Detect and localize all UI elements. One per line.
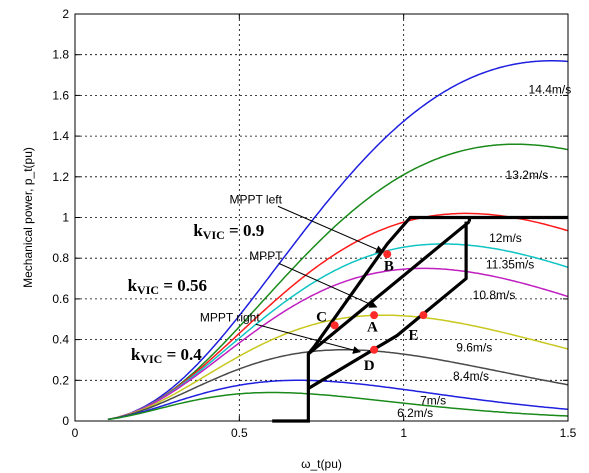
point-marker — [419, 311, 428, 320]
point-marker — [370, 311, 379, 320]
axis-ticks: 0 0.5 1 1.5 0 0.2 0.4 0.6 0.8 1 1.2 1.4 1.6 1.8 2 — [52, 7, 576, 440]
y-tick-label: 0.4 — [52, 333, 69, 347]
series-line — [127, 143, 569, 416]
point-label: E — [409, 328, 419, 344]
annotations: MPPT left MPPT MPPT right kVIC = 0.9 kVIC = … — [128, 192, 384, 366]
series-line — [107, 391, 569, 421]
point-label: D — [364, 358, 375, 374]
x-axis-label: ω_t(pu) — [301, 457, 342, 471]
y-tick-label: 0 — [62, 414, 69, 428]
series-line — [121, 212, 569, 417]
y-tick-label: 2 — [62, 7, 69, 21]
x-tick-label: 1.5 — [560, 426, 577, 440]
y-tick-label: 1.4 — [52, 129, 69, 143]
series-line — [131, 60, 569, 413]
y-tick-label: 1.6 — [52, 88, 69, 102]
curve-label: 13.2m/s — [506, 168, 549, 182]
y-tick-label: 1.8 — [52, 48, 69, 62]
control-line — [307, 220, 471, 356]
kvic-label: kVIC = 0.9 — [193, 221, 264, 242]
annotation-label: MPPT left — [229, 192, 282, 206]
y-tick-label: 1 — [62, 211, 69, 225]
series-line — [107, 379, 569, 421]
point-marker — [383, 250, 392, 259]
point-label: A — [367, 319, 378, 335]
curve-label: 11.35m/s — [486, 257, 534, 271]
curve-label: 8.4m/s — [453, 369, 489, 383]
curve-label: 14.4m/s — [529, 82, 572, 96]
point-label: B — [384, 258, 394, 274]
kvic-label: kVIC = 0.4 — [131, 345, 202, 366]
operating-points: A B C D E — [316, 250, 428, 374]
point-label: C — [316, 309, 327, 325]
curve-label: 7m/s — [420, 394, 446, 408]
series-line — [107, 349, 569, 420]
point-marker — [330, 321, 339, 330]
series-line — [119, 243, 569, 418]
annotation-arrow — [278, 262, 378, 308]
x-tick-label: 0 — [72, 426, 79, 440]
curve-label: 10.8m/s — [473, 288, 516, 302]
curve-labels: 14.4m/s 13.2m/s 12m/s 11.35m/s 10.8m/s 9.6m/s… — [397, 82, 571, 420]
annotation-arrow — [255, 323, 362, 354]
curve-label: 9.6m/s — [456, 341, 492, 355]
series-line — [116, 267, 569, 419]
control-line — [307, 221, 468, 390]
x-tick-label: 1 — [400, 426, 407, 440]
power-curves — [107, 60, 569, 421]
y-tick-label: 1.2 — [52, 170, 69, 184]
y-tick-label: 0.8 — [52, 251, 69, 265]
control-lines — [272, 215, 568, 423]
annotation-label: MPPT — [249, 249, 283, 263]
y-axis-label: Mechanical power, p_t(pu) — [21, 147, 35, 288]
y-tick-label: 0.6 — [52, 292, 69, 306]
y-tick-label: 0.2 — [52, 373, 69, 387]
curve-label: 6.2m/s — [397, 406, 433, 420]
annotation-arrow — [277, 205, 384, 253]
series-line — [111, 314, 569, 420]
curve-label: 12m/s — [489, 231, 522, 245]
annotation-label: MPPT right — [200, 310, 260, 324]
point-marker — [370, 345, 379, 354]
x-tick-label: 0.5 — [231, 426, 248, 440]
kvic-label: kVIC = 0.56 — [128, 276, 207, 297]
